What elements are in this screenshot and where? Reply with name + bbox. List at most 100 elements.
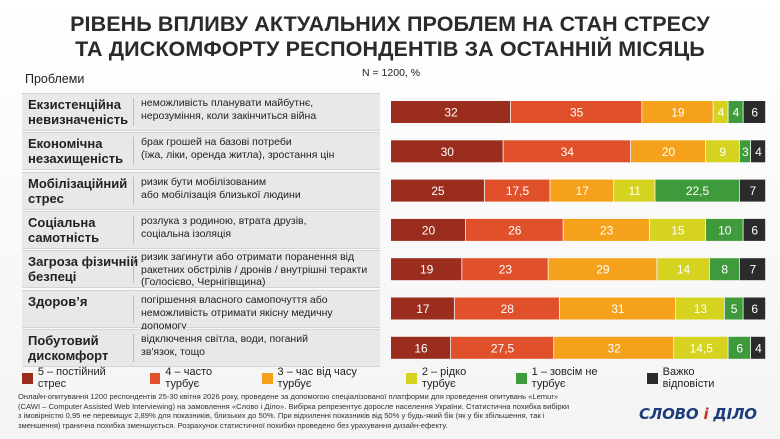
description-line: (їжа, ліки, оренда житла), зростання цін (141, 149, 335, 162)
data-label: 20 (662, 145, 676, 159)
problems-heading: Проблеми (25, 72, 85, 86)
bar-segment (451, 336, 554, 359)
bar-segment (391, 336, 451, 359)
bar-segment (743, 101, 766, 123)
bar-segment (743, 297, 766, 320)
category-row: Здоров’я погіршення власного самопочуття … (22, 289, 380, 332)
description-line: або мобілізація близької людини (141, 188, 301, 201)
bar-segment (751, 336, 766, 359)
data-label: 6 (751, 302, 758, 316)
data-label: 4 (733, 106, 740, 120)
data-label: 9 (720, 145, 727, 159)
bar-segment (550, 179, 614, 202)
data-label: 28 (501, 302, 515, 316)
sample-size-label: N = 1200, % (362, 67, 421, 79)
brand-logo: СЛОВО і ДІЛО (639, 405, 769, 427)
bar-segment (655, 179, 739, 202)
bar-segment (657, 258, 709, 281)
description-line: нерозуміння, коли закінчиться війна (141, 110, 317, 122)
methodology-footnote: Онлайн-опитування 1200 респондентів 25-3… (18, 392, 570, 430)
bar-segment (614, 179, 655, 202)
data-label: 31 (611, 302, 625, 316)
legend-label: 5 – постійний стрес (37, 366, 106, 390)
data-label: 3 (742, 145, 749, 159)
data-label: 30 (441, 145, 455, 159)
data-label: 16 (414, 341, 428, 355)
chart-legend: 5 – постійний стрес 4 – часто турбує 3 – ч… (22, 366, 762, 390)
category-label: Здоров’я (28, 293, 88, 309)
title-line-1: РІВЕНЬ ВПЛИВУ АКТУАЛЬНИХ ПРОБЛЕМ НА СТАН… (70, 12, 710, 36)
bar-segment (454, 297, 559, 320)
data-label: 32 (444, 106, 458, 120)
bar-segment (706, 218, 743, 241)
row-divider (133, 176, 134, 205)
category-label: Екзистенційна невизначеність (28, 97, 129, 127)
legend-swatch (149, 372, 161, 384)
data-label: 7 (750, 184, 757, 198)
data-label: 4 (755, 145, 762, 159)
bar-segment (511, 101, 642, 123)
bar-segment (554, 336, 674, 359)
bar-segment (391, 140, 503, 163)
data-label: 13 (694, 302, 708, 316)
category-label: Економічна незахищеність (28, 136, 124, 167)
bar-segment (503, 140, 631, 163)
data-label: 7 (750, 263, 757, 277)
row-divider (133, 137, 134, 166)
category-description: неможливість планувати майбутнє, нерозумі… (141, 97, 377, 123)
data-label: 8 (721, 263, 728, 277)
bar-segment (563, 218, 649, 241)
bar-segment (391, 297, 454, 320)
bar-segment (739, 140, 751, 163)
data-label: 19 (420, 263, 434, 277)
description-line: неможливість отримати якісну медичну доп… (141, 306, 333, 332)
bar-segment (674, 336, 728, 359)
category-description: брак грошей на базові потреби (їжа, ліки,… (141, 136, 377, 162)
data-label: 23 (600, 223, 614, 237)
legend-item: 1 – зовсім не турбує (515, 366, 633, 390)
category-description: погіршення власного самопочуття або немож… (141, 294, 377, 333)
category-label: Соціальна самотність (28, 214, 100, 245)
bar-segment (713, 101, 728, 123)
bar-segment (484, 179, 550, 202)
description-line: відключення світла, води, поганий (141, 332, 308, 345)
description-line: погіршення власного самопочуття або (141, 293, 328, 306)
data-label: 17,5 (506, 184, 530, 198)
data-label: 11 (629, 184, 642, 198)
description-line: розлука з родиною, втрата друзів, (141, 214, 307, 227)
data-label: 17 (416, 302, 430, 316)
category-description: відключення світла, води, поганий зв'язок… (141, 333, 377, 359)
legend-item: Важко відповісти (646, 366, 748, 390)
legend-swatch (515, 372, 527, 384)
bar-segment (391, 101, 511, 123)
bar-segment (466, 218, 563, 241)
legend-item: 2 – рідко турбує (406, 366, 502, 390)
bar-segment (649, 218, 706, 241)
data-label: 32 (607, 341, 621, 355)
description-line: ракетних обстрілів / дронів / внутрішні … (141, 263, 368, 276)
row-divider (133, 294, 134, 323)
legend-label: 4 – часто турбує (165, 366, 213, 390)
category-description: ризик бути мобілізованим або мобілізація … (141, 176, 377, 202)
row-divider (133, 98, 134, 126)
logo-word-right: ДІЛО (713, 405, 757, 423)
legend-item: 5 – постійний стрес (22, 366, 136, 390)
data-label: 6 (751, 223, 758, 237)
legend-swatch (646, 372, 658, 384)
description-line: ризик загинути або отримати поранення ві… (141, 251, 355, 264)
legend-label: 1 – зовсім не турбує (531, 366, 598, 390)
data-label: 4 (718, 106, 725, 120)
category-row: Соціальна самотність розлука з родиною, в… (22, 210, 380, 249)
data-label: 25 (431, 184, 445, 198)
category-row: Мобілізаційний стрес ризик бути мобілізов… (22, 171, 380, 210)
bar-segment (706, 140, 739, 163)
legend-swatch (261, 372, 273, 384)
category-label: Мобілізаційний стрес (28, 175, 128, 206)
data-label: 35 (570, 106, 584, 120)
bar-segment (642, 101, 713, 123)
bar-segment (676, 297, 724, 320)
data-label: 6 (736, 341, 743, 355)
bar-segment (724, 297, 743, 320)
